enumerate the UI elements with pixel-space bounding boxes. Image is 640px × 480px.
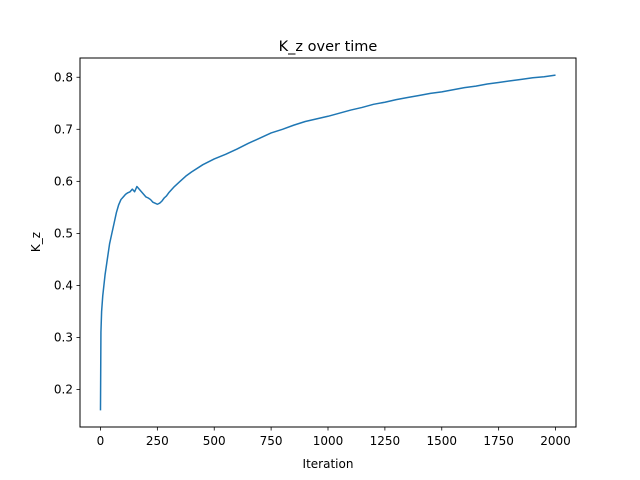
series-line [99,74,556,411]
y-tick-label: 0.8 [54,70,73,84]
x-tick-label: 750 [260,434,283,448]
x-tick-label: 0 [97,434,105,448]
plot-frame [79,57,577,428]
x-tick-label: 1000 [313,434,344,448]
y-axis: 0.2 0.3 0.4 0.5 0.6 0.7 0.8 [54,70,80,397]
x-axis-label: Iteration [303,457,354,471]
y-tick-label: 0.2 [54,383,73,397]
y-tick-label: 0.3 [54,330,73,344]
x-tick-label: 1750 [483,434,514,448]
x-tick-label: 1250 [370,434,401,448]
x-axis: 0 250 500 750 1000 1250 1500 1750 2000 [97,427,571,448]
y-tick-label: 0.4 [54,278,73,292]
x-tick-label: 1500 [426,434,457,448]
y-tick-label: 0.7 [54,122,73,136]
x-tick-label: 500 [203,434,226,448]
x-tick-label: 2000 [540,434,571,448]
x-tick-label: 250 [146,434,169,448]
y-tick-label: 0.5 [54,226,73,240]
y-tick-label: 0.6 [54,174,73,188]
y-axis-label: K_z [29,232,43,252]
chart-title: K_z over time [279,39,378,55]
